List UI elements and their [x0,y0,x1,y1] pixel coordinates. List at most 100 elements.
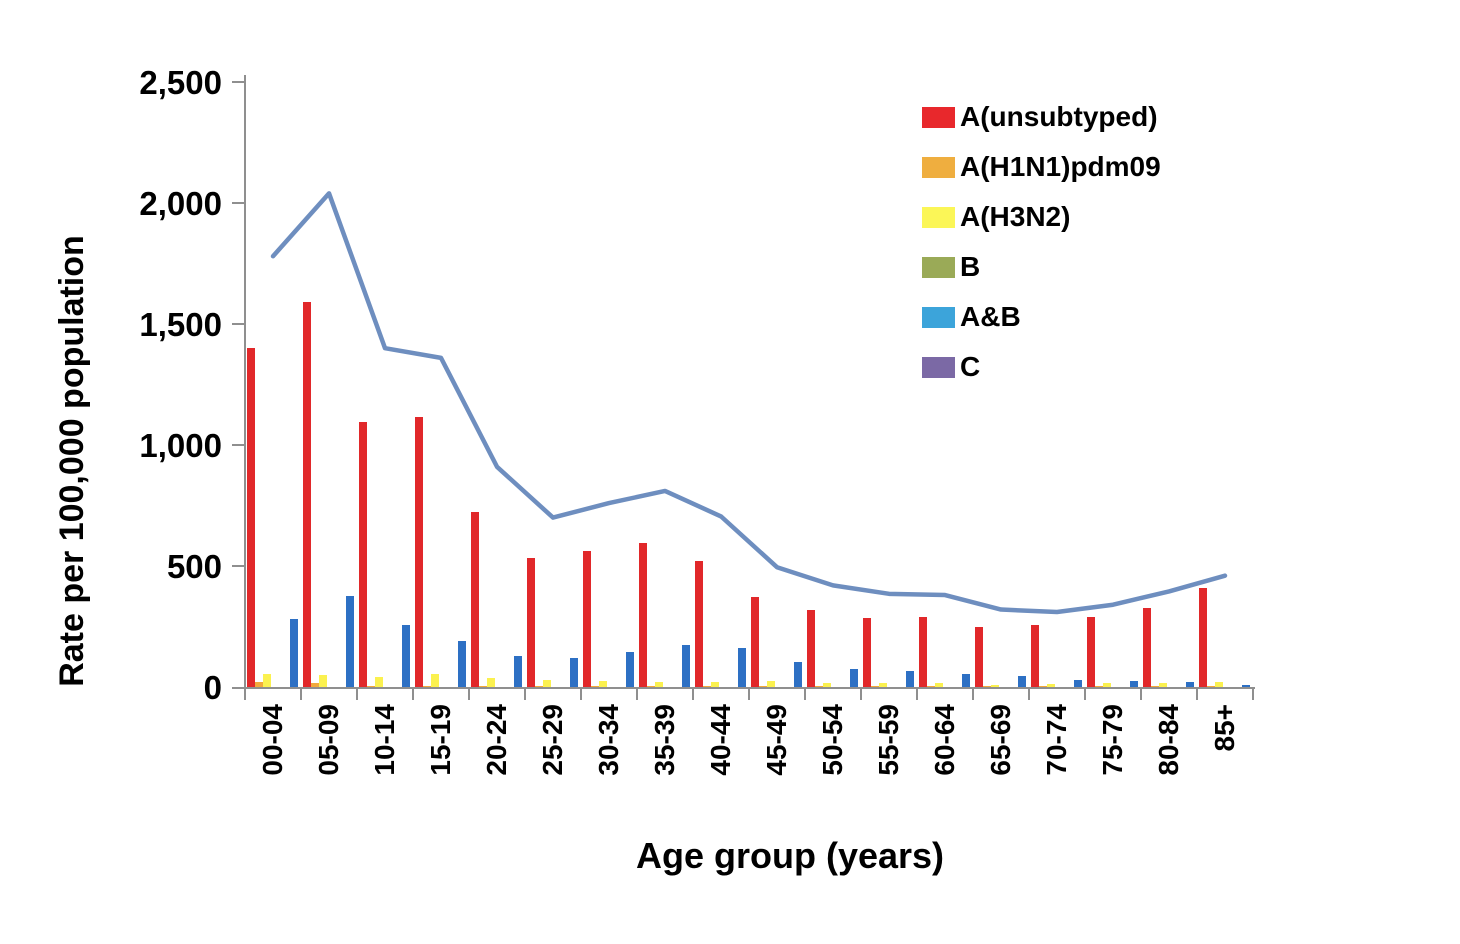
x-tick-label-40-44: 40-44 [705,704,736,776]
bar-a-h1n1-pdm09-40-44 [703,686,711,687]
legend-swatch-a-unsubtyped [922,106,955,128]
bar-a-h1n1-pdm09-00-04 [255,682,263,687]
bar-a-b-15-19 [458,641,466,687]
legend-item-a-b: A&B [922,292,1161,342]
y-tick-label: 1,500 [139,306,222,343]
x-tick [1252,687,1254,700]
x-tick [1140,687,1142,700]
bar-a-unsubtyped-10-14 [359,422,367,687]
x-tick-label-00-04: 00-04 [257,704,288,776]
bar-a-unsubtyped-40-44 [695,561,703,687]
legend-label-a-unsubtyped: A(unsubtyped) [960,101,1158,132]
x-tick-label-65-69: 65-69 [985,704,1016,776]
bar-a-h3n2-55-59 [879,683,887,687]
bar-a-b-00-04 [290,619,298,687]
y-tick-label: 0 [203,669,222,706]
bar-a-unsubtyped-85 [1199,587,1207,687]
bar-a-h1n1-pdm09-15-19 [423,685,431,687]
x-tick-label-55-59: 55-59 [873,704,904,776]
bar-a-unsubtyped-55-59 [863,618,871,687]
x-tick-label-10-14: 10-14 [369,704,400,776]
legend: A(unsubtyped) A(H1N1)pdm09 A(H3N2) B A&B C [922,92,1161,392]
x-tick [804,687,806,700]
bar-a-unsubtyped-25-29 [527,557,535,687]
bar-a-h3n2-10-14 [375,677,383,687]
bar-a-b-85 [1242,685,1250,687]
bar-a-h3n2-30-34 [599,680,607,687]
y-tick-label: 1,000 [139,427,222,464]
bar-a-h1n1-pdm09-45-49 [759,686,767,687]
bar-a-h1n1-pdm09-35-39 [647,686,655,687]
bar-a-unsubtyped-20-24 [471,511,479,687]
legend-label-a-h3n2: A(H3N2) [960,201,1071,232]
legend-swatch-a-h1n1-pdm09 [922,156,955,178]
x-tick-label-20-24: 20-24 [481,704,512,776]
bar-a-h3n2-15-19 [431,673,439,687]
legend-item-c: C [922,342,1161,392]
legend-item-a-unsubtyped: A(unsubtyped) [922,92,1161,142]
x-tick [1084,687,1086,700]
bar-a-h3n2-00-04 [263,673,271,687]
bar-a-b-25-29 [570,657,578,687]
bar-a-unsubtyped-70-74 [1031,625,1039,687]
bar-a-b-45-49 [794,661,802,687]
bar-a-h3n2-20-24 [487,677,495,687]
bar-a-h3n2-45-49 [767,680,775,687]
bar-a-b-70-74 [1074,679,1082,687]
y-tick-label: 500 [166,548,222,585]
bar-a-unsubtyped-60-64 [919,616,927,687]
legend-label-a-h1n1-pdm09: A(H1N1)pdm09 [960,151,1161,182]
x-tick-label-50-54: 50-54 [817,704,848,776]
legend-swatch-a-b [922,306,955,328]
bar-a-b-55-59 [906,671,914,687]
x-tick [972,687,974,700]
bar-a-h1n1-pdm09-85 [1207,686,1215,687]
legend-label-c: C [960,351,981,382]
bar-a-h1n1-pdm09-65-69 [983,686,991,687]
y-tick-label: 2,000 [139,185,222,222]
x-tick [244,687,246,700]
x-tick [636,687,638,700]
bar-a-h1n1-pdm09-25-29 [535,686,543,687]
x-axis-title: Age group (years) [635,835,945,876]
y-tick [232,565,245,567]
bar-a-h1n1-pdm09-70-74 [1039,686,1047,687]
x-tick [468,687,470,700]
bar-a-h3n2-65-69 [991,684,999,687]
bar-a-unsubtyped-50-54 [807,609,815,687]
x-tick-label-30-34: 30-34 [593,704,624,776]
legend-item-a-h1n1-pdm09: A(H1N1)pdm09 [922,142,1161,192]
bar-a-h3n2-85 [1215,682,1223,687]
y-tick [232,444,245,446]
bar-a-unsubtyped-30-34 [583,551,591,687]
x-tick [412,687,414,700]
x-tick-label-45-49: 45-49 [761,704,792,776]
bar-a-h1n1-pdm09-80-84 [1151,686,1159,687]
bar-a-h3n2-05-09 [319,675,327,687]
bar-a-unsubtyped-35-39 [639,543,647,687]
x-tick [860,687,862,700]
bar-a-b-60-64 [962,673,970,687]
y-axis-title: Rate per 100,000 population [53,235,91,687]
x-tick [524,687,526,700]
y-tick [232,323,245,325]
bar-a-h3n2-80-84 [1159,683,1167,687]
bar-a-h3n2-50-54 [823,682,831,687]
x-axis-line [232,687,1255,689]
bar-a-h1n1-pdm09-55-59 [871,686,879,687]
legend-swatch-c [922,356,955,378]
bar-a-h3n2-40-44 [711,682,719,687]
bar-a-unsubtyped-80-84 [1143,608,1151,687]
bar-a-h3n2-70-74 [1047,684,1055,687]
x-tick [1196,687,1198,700]
bar-a-h1n1-pdm09-05-09 [311,683,319,687]
legend-swatch-b [922,256,955,278]
bar-a-b-20-24 [514,655,522,687]
bar-a-h1n1-pdm09-20-24 [479,685,487,687]
bar-a-b-30-34 [626,651,634,687]
bar-a-unsubtyped-15-19 [415,417,423,687]
bar-a-h3n2-35-39 [655,681,663,687]
bar-a-h1n1-pdm09-50-54 [815,686,823,687]
x-tick [356,687,358,700]
